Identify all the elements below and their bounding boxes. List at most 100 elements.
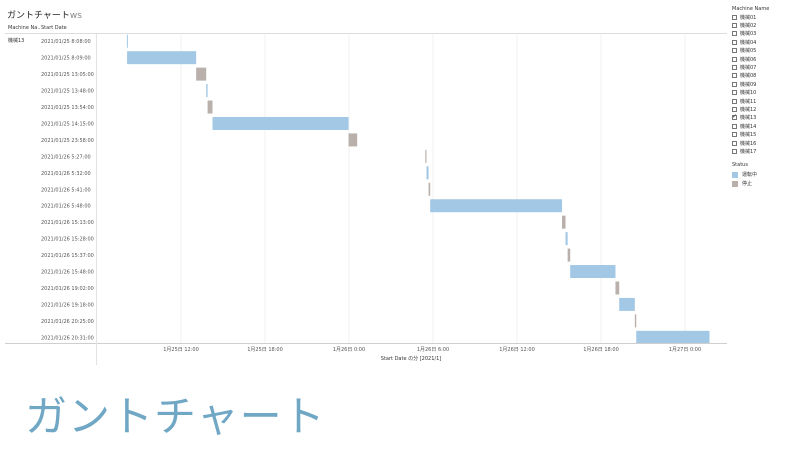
row-label: 2021/01/26 20:25:00 xyxy=(41,319,94,325)
filter-item[interactable]: 機械02 xyxy=(732,21,798,29)
filter-item-label: 機械05 xyxy=(740,48,757,55)
gantt-bar[interactable] xyxy=(428,182,431,196)
filter-checkbox[interactable] xyxy=(732,73,737,79)
filter-item[interactable]: 機械10 xyxy=(732,89,798,97)
gantt-bar[interactable] xyxy=(430,199,563,213)
filter-item[interactable]: 機械17 xyxy=(732,147,798,155)
filter-item-label: 機械04 xyxy=(740,39,757,46)
row-label: 2021/01/25 8:08:00 xyxy=(41,39,91,45)
gantt-bar[interactable] xyxy=(212,116,349,130)
filter-checkbox[interactable] xyxy=(732,65,737,71)
filter-item-label: 機械08 xyxy=(740,73,757,80)
filter-checkbox[interactable] xyxy=(732,113,737,121)
filter-item-label: 機械02 xyxy=(740,23,757,30)
x-tick-label: 1月25日 18:00 xyxy=(247,347,283,353)
filter-checkbox[interactable] xyxy=(732,81,737,87)
x-tick-label: 1月26日 6:00 xyxy=(417,347,449,353)
title-suffix: ws xyxy=(69,11,82,21)
row-label: 2021/01/25 8:09:00 xyxy=(41,56,91,62)
filter-item[interactable]: 機械09 xyxy=(732,80,798,88)
row-label: 2021/01/26 15:13:00 xyxy=(41,220,94,226)
gantt-bar[interactable] xyxy=(206,84,208,98)
filter-item[interactable]: 機械13 xyxy=(732,113,798,122)
row-label: 2021/01/26 5:32:00 xyxy=(41,171,91,177)
gantt-bar[interactable] xyxy=(126,34,128,48)
gantt-bar[interactable] xyxy=(567,248,571,262)
filter-item-label: 機械01 xyxy=(740,14,757,21)
x-tick-label: 1月26日 12:00 xyxy=(499,347,535,353)
filter-checkbox[interactable] xyxy=(732,90,737,96)
filter-checkbox[interactable] xyxy=(732,23,737,29)
filter-item-label: 機械03 xyxy=(740,31,757,38)
filter-item-label: 機械09 xyxy=(740,81,757,88)
filter-item-label: 機械06 xyxy=(740,56,757,63)
row-label: 2021/01/26 15:37:00 xyxy=(41,253,94,259)
filter-checkbox[interactable] xyxy=(732,140,737,146)
legend-title: Status xyxy=(732,162,748,168)
row-label: 2021/01/25 13:05:00 xyxy=(41,72,94,78)
filter-item[interactable]: 機械14 xyxy=(732,122,798,130)
filter-checkbox[interactable] xyxy=(732,48,737,54)
row-label: 2021/01/25 14:15:00 xyxy=(41,121,94,127)
filter-checkbox[interactable] xyxy=(732,98,737,104)
legend-swatch xyxy=(732,171,738,178)
legend-item[interactable]: 停止 xyxy=(732,179,757,188)
x-axis-title: Start Date の分 [2021/1] xyxy=(381,355,441,362)
filter-item[interactable]: 機械11 xyxy=(732,97,798,105)
filter-checkbox[interactable] xyxy=(732,56,737,62)
gantt-bar[interactable] xyxy=(636,330,710,344)
gantt-bar[interactable] xyxy=(348,133,358,147)
filter-item-label: 機械10 xyxy=(740,90,757,97)
gantt-bar[interactable] xyxy=(570,265,616,279)
filter-item-label: 機械13 xyxy=(740,115,757,122)
filter-checkbox[interactable] xyxy=(732,39,737,45)
gantt-bar[interactable] xyxy=(565,232,568,246)
gantt-bar[interactable] xyxy=(426,166,429,180)
filter-item-label: 機械12 xyxy=(740,106,757,113)
x-tick-label: 1月26日 18:00 xyxy=(583,347,619,353)
filter-item[interactable]: 機械06 xyxy=(732,55,798,63)
filter-item[interactable]: 機械12 xyxy=(732,105,798,113)
filter-item[interactable]: 機械03 xyxy=(732,30,798,38)
filter-item[interactable]: 機械05 xyxy=(732,47,798,55)
row-label: 2021/01/26 20:31:00 xyxy=(41,335,94,341)
filter-checkbox[interactable] xyxy=(732,148,737,154)
filter-item[interactable]: 機械08 xyxy=(732,72,798,80)
gantt-bar[interactable] xyxy=(619,297,635,311)
gantt-bar[interactable] xyxy=(196,67,207,81)
filter-title: Machine Name xyxy=(732,6,770,12)
gantt-bar[interactable] xyxy=(615,281,620,295)
filter-checkbox[interactable] xyxy=(732,123,737,129)
filter-item-label: 機械15 xyxy=(740,132,757,139)
legend-item[interactable]: 運転中 xyxy=(732,170,757,179)
row-label: 2021/01/26 5:27:00 xyxy=(41,154,91,160)
filter-checkbox[interactable] xyxy=(732,31,737,37)
filter-item-label: 機械16 xyxy=(740,140,757,147)
row-label: 2021/01/26 5:48:00 xyxy=(41,204,91,210)
row-label: 2021/01/25 23:58:00 xyxy=(41,138,94,144)
x-tick-label: 1月25日 12:00 xyxy=(163,347,199,353)
column-header-start-date: Start Date xyxy=(41,25,67,31)
filter-item[interactable]: 機械15 xyxy=(732,130,798,138)
filter-item-label: 機械17 xyxy=(740,148,757,155)
header-divider xyxy=(5,33,727,34)
machine-name-filter: Machine Name 機械01 機械02 機械03 機械04 機械05 機械06 機械0… xyxy=(732,6,798,156)
gantt-bar[interactable] xyxy=(425,149,427,163)
filter-item[interactable]: 機械16 xyxy=(732,139,798,147)
gantt-bar[interactable] xyxy=(562,215,566,229)
machine-cell: 機械13 xyxy=(8,38,25,44)
gantt-bar[interactable] xyxy=(127,51,197,65)
filter-item[interactable]: 機械04 xyxy=(732,38,798,46)
row-label: 2021/01/26 15:48:00 xyxy=(41,270,94,276)
row-label: 2021/01/25 13:48:00 xyxy=(41,89,94,95)
filter-item[interactable]: 機械07 xyxy=(732,63,798,71)
gantt-bar[interactable] xyxy=(207,100,213,114)
filter-checkbox[interactable] xyxy=(732,14,737,20)
row-label: 2021/01/26 15:28:00 xyxy=(41,237,94,243)
filter-item[interactable]: 機械01 xyxy=(732,13,798,21)
filter-checkbox[interactable] xyxy=(732,132,737,138)
gantt-bar[interactable] xyxy=(634,314,637,328)
sheet-title: ガントチャートws xyxy=(7,11,82,21)
filter-checkbox[interactable] xyxy=(732,106,737,112)
legend-label: 停止 xyxy=(742,181,753,187)
